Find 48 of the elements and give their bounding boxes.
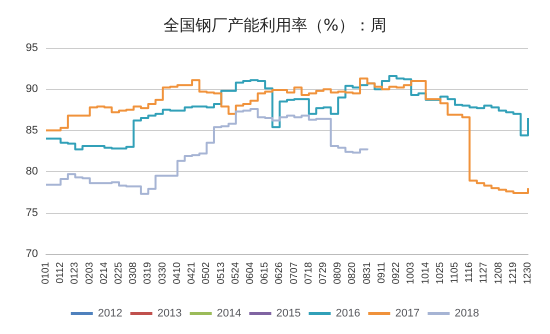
x-tick-label: 0513 (216, 262, 227, 284)
x-tick-label: 0308 (128, 262, 140, 284)
x-tick-label: 1105 (449, 262, 460, 284)
x-tick-label: 0410 (172, 262, 183, 284)
x-tick-label: 1219 (508, 262, 519, 284)
legend-label: 2016 (336, 308, 360, 320)
legend-label: 2015 (276, 308, 301, 320)
x-tick-label: 0330 (157, 262, 168, 284)
x-tick-label: 0421 (186, 262, 198, 284)
x-tick-label: 0707 (288, 262, 300, 284)
legend-label: 2013 (157, 308, 182, 320)
legend-label: 2018 (454, 308, 480, 320)
x-tick-label: 1116 (464, 262, 476, 283)
x-tick-label: 0123 (70, 262, 81, 284)
x-tick-label: 1127 (478, 262, 490, 284)
y-tick-label: 70 (26, 248, 38, 260)
x-tick-label: 0524 (230, 262, 242, 284)
x-tick-label: 0809 (332, 262, 344, 284)
legend-label: 2017 (395, 308, 420, 320)
x-tick-label: 0615 (260, 262, 271, 284)
x-tick-label: 0225 (114, 262, 125, 284)
x-tick-label: 0502 (201, 262, 212, 284)
x-tick-label: 0203 (84, 262, 96, 284)
x-tick-label: 0319 (142, 262, 154, 284)
x-tick-label: 0820 (347, 262, 358, 284)
y-tick-label: 95 (26, 42, 38, 54)
y-tick-label: 85 (26, 124, 38, 136)
legend-label: 2014 (216, 308, 242, 320)
x-tick-label: 0922 (391, 262, 402, 284)
x-tick-label: 0729 (318, 262, 330, 284)
x-tick-label: 0831 (362, 262, 373, 284)
x-tick-label: 0911 (376, 262, 388, 284)
y-tick-label: 75 (26, 206, 38, 219)
x-tick-label: 0718 (303, 262, 314, 284)
x-tick-label: 1230 (522, 262, 534, 284)
x-tick-label: 0101 (40, 262, 52, 284)
chart-title: 全国钢厂产能利用率（%）：周 (163, 16, 387, 34)
x-tick-label: 1014 (420, 262, 432, 284)
x-tick-label: 1025 (434, 262, 446, 284)
y-tick-label: 80 (26, 166, 38, 178)
x-tick-label: 0214 (98, 262, 110, 284)
x-tick-label: 0604 (244, 262, 256, 284)
legend-label: 2012 (98, 308, 122, 320)
x-tick-label: 1003 (406, 262, 417, 284)
x-tick-label: 0112 (55, 262, 66, 284)
y-tick-label: 90 (26, 83, 38, 96)
x-tick-label: 0626 (274, 262, 286, 284)
x-tick-label: 1208 (493, 262, 504, 284)
